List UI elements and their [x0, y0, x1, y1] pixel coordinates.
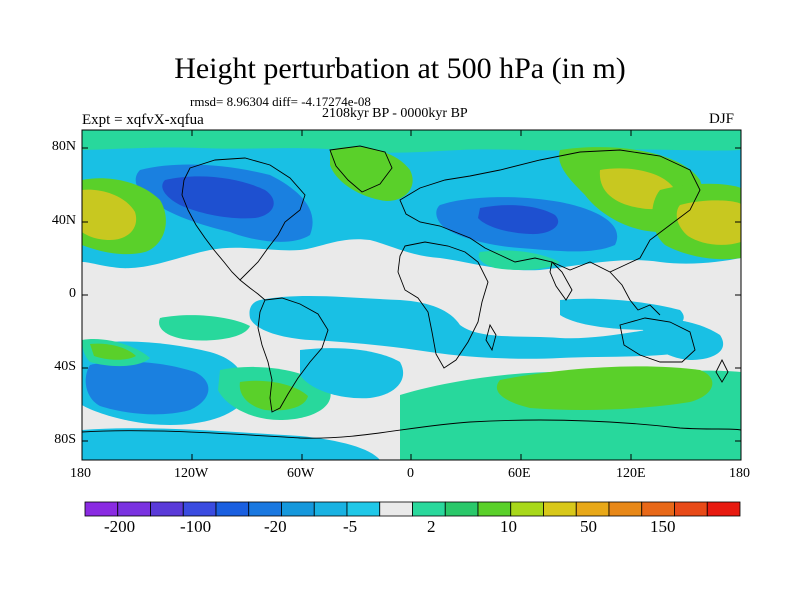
- colorbar-swatch: [575, 501, 610, 517]
- colorbar-swatch: [379, 501, 413, 517]
- contour-teal-mideast: [478, 250, 560, 270]
- colorbar-swatch: [543, 501, 577, 517]
- period-label: 2108kyr BP - 0000kyr BP: [322, 106, 468, 121]
- colorbar-label-2: 2: [427, 517, 436, 536]
- contour-yellow-pacific-west: [82, 189, 137, 240]
- contour-dark-blue-eu: [478, 205, 559, 235]
- xtick-label-60e: 60E: [508, 466, 531, 481]
- colorbar-swatch: [182, 501, 217, 517]
- colorbar-swatch: [608, 501, 643, 517]
- contour-green-se-pacific: [90, 343, 136, 360]
- contour-teal-arctic: [82, 130, 741, 153]
- xtick-label-120w: 120W: [174, 466, 209, 481]
- contour-green-greenland: [330, 146, 413, 201]
- xtick-label-120e: 120E: [616, 466, 646, 481]
- xtick-label-60w: 60W: [287, 466, 315, 481]
- coast-se-asia: [609, 271, 661, 316]
- colorbar-swatch: [313, 501, 348, 517]
- axis-ticks: [81, 130, 742, 460]
- colorbar-swatch: [706, 501, 741, 517]
- contour-green-s-america: [239, 380, 308, 411]
- contour-dark-blue-na: [162, 176, 274, 219]
- season-label: DJF: [709, 111, 735, 127]
- plot-title: Height perturbation at 500 hPa (in m): [174, 52, 626, 85]
- ytick-label-0: 0: [69, 286, 76, 301]
- colorbar-swatch: [674, 501, 708, 517]
- colorbar-swatch: [150, 501, 184, 517]
- ytick-label-40s: 40S: [54, 359, 76, 374]
- xtick-label-0: 0: [407, 466, 414, 481]
- colorbar-swatch: [248, 501, 282, 517]
- colorbar: [84, 501, 741, 517]
- contour-field: [82, 130, 741, 460]
- experiment-label: Expt = xqfvX-xqfua: [82, 112, 204, 128]
- coast-australia: [619, 317, 696, 363]
- contour-light-blue-tropics: [249, 295, 699, 359]
- contour-teal-eq-pacific: [159, 315, 250, 341]
- ytick-label-80s: 80S: [54, 432, 76, 447]
- colorbar-label-neg5: -5: [343, 517, 358, 536]
- contour-mid-blue-south: [85, 361, 209, 415]
- coast-greenland: [329, 145, 393, 193]
- contour-light-blue-antarctic: [82, 428, 380, 460]
- coast-new-zealand: [715, 358, 729, 383]
- coast-antarctica: [82, 419, 741, 439]
- colorbar-swatch: [346, 501, 381, 517]
- coast-india: [549, 261, 573, 301]
- contour-light-blue-s-atlantic: [300, 348, 404, 399]
- colorbar-swatch: [641, 501, 675, 517]
- ytick-label-80n: 80N: [51, 139, 76, 154]
- contour-light-blue-e-indian: [560, 298, 684, 330]
- colorbar-label-neg100: -100: [180, 517, 212, 536]
- coast-africa: [397, 241, 489, 369]
- contour-yellow-pacific-east: [676, 200, 741, 245]
- colorbar-label-neg200: -200: [104, 517, 136, 536]
- colorbar-swatch: [510, 501, 544, 517]
- colorbar-swatch: [117, 501, 151, 517]
- colorbar-label-50: 50: [580, 517, 597, 536]
- ytick-label-40n: 40N: [51, 213, 76, 228]
- colorbar-swatch: [281, 501, 315, 517]
- colorbar-swatch: [84, 501, 119, 517]
- contour-green-southern-ocean: [496, 366, 713, 410]
- xtick-label-180w: 180: [70, 466, 91, 481]
- colorbar-swatch: [477, 501, 512, 517]
- colorbar-label-150: 150: [650, 517, 676, 536]
- colorbar-label-10: 10: [500, 517, 517, 536]
- coast-madagascar: [485, 323, 497, 352]
- colorbar-label-neg20: -20: [264, 517, 287, 536]
- rmsd-stats: rmsd= 8.96304 diff= -4.17274e-08: [190, 94, 371, 109]
- coast-central-america: [239, 279, 266, 301]
- coast-north-america: [181, 157, 306, 281]
- coast-eurasia: [399, 149, 701, 273]
- coastlines: [82, 145, 741, 439]
- colorbar-swatch: [444, 501, 479, 517]
- colorbar-swatch: [412, 501, 446, 517]
- xtick-label-180e: 180: [729, 466, 750, 481]
- colorbar-swatch: [215, 501, 250, 517]
- coast-south-america: [257, 297, 329, 413]
